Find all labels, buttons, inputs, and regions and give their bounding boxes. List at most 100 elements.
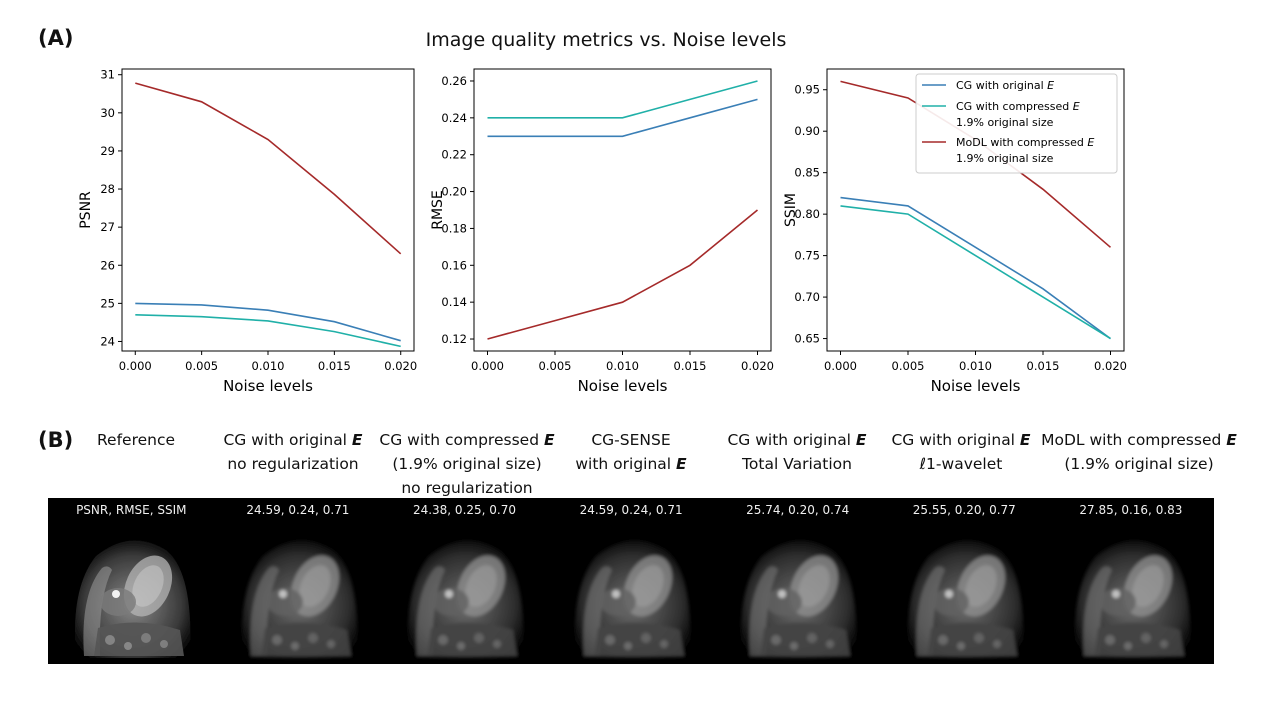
metric-readout: 24.59, 0.24, 0.71 [246,503,350,517]
legend-label-3: MoDL with compressed E [956,136,1094,149]
series-line-3 [487,209,759,340]
mri-image [574,540,691,658]
panel-b-label: (B) [38,428,74,452]
matrix-symbol: E [543,431,555,449]
y-tick-label: 31 [100,68,115,82]
x-axis-label: Noise levels [931,377,1021,395]
column-heading-line: CG with original E [891,431,1031,449]
column-heading-line: no regularization [401,479,533,497]
y-tick-label: 0.22 [441,148,467,162]
series-line-1 [487,98,758,138]
column-heading-line: CG-SENSE [591,431,671,449]
column-heading-7: MoDL with compressed E (1.9% original siz… [1029,428,1249,476]
series-line-2 [135,314,401,348]
legend-label-2: CG with compressed E [956,100,1080,113]
x-tick-label: 0.010 [959,359,992,373]
y-tick-label: 24 [100,334,115,348]
column-heading-line: CG with original E [223,431,363,449]
x-axis-label: Noise levels [578,377,668,395]
mri-image [1074,540,1191,658]
column-heading-line: CG with compressed E [379,431,555,449]
x-tick-label: 0.000 [119,359,152,373]
matrix-symbol: E [855,431,867,449]
legend-sublabel-3: 1.9% original size [956,152,1054,165]
y-tick-label: 26 [100,258,115,272]
mri-tile-5: 25.74, 0.20, 0.74 [714,498,881,664]
x-tick-label: 0.020 [384,359,417,373]
x-tick-label: 0.020 [1094,359,1127,373]
mri-tile-3: 24.38, 0.25, 0.70 [381,498,548,664]
column-heading-1: Reference [26,428,246,452]
mri-image [408,540,524,658]
y-tick-label: 0.12 [441,332,467,346]
y-axis-label: RMSE [430,190,446,230]
series-line-1 [840,196,1111,340]
legend-sublabel-2: 1.9% original size [956,116,1054,129]
column-heading-line: CG with original E [727,431,867,449]
y-tick-label: 0.14 [441,295,467,309]
mri-image [241,540,358,658]
mri-tile-2: 24.59, 0.24, 0.71 [215,498,382,664]
x-tick-label: 0.015 [1027,359,1060,373]
matrix-symbol: E [676,455,687,473]
matrix-symbol: E [351,431,363,449]
y-tick-label: 0.95 [794,83,820,97]
column-heading-4: CG-SENSE with original E [521,428,741,476]
column-heading-line: (1.9% original size) [392,455,542,473]
mri-image [907,540,1024,658]
column-heading-line: ℓ1-wavelet [919,455,1003,473]
x-axis-label: Noise levels [223,377,313,395]
column-heading-line: Total Variation [742,455,852,473]
y-tick-label: 0.24 [441,111,467,125]
metric-readout: PSNR, RMSE, SSIM [76,503,187,517]
matrix-symbol: E [1226,431,1237,449]
mri-image [74,540,191,658]
y-axis-label: SSIM [783,193,799,227]
y-tick-label: 0.75 [794,249,820,263]
column-heading-3: CG with compressed E (1.9% original size)… [357,428,577,500]
panel-a-label: (A) [38,26,74,50]
x-tick-label: 0.000 [471,359,504,373]
mri-image-strip: PSNR, RMSE, SSIM 24.59, 0.24, 0.71 24.38, … [48,498,1214,664]
y-tick-label: 25 [100,296,115,310]
metric-readout: 25.55, 0.20, 0.77 [912,503,1016,517]
x-tick-label: 0.020 [741,359,774,373]
mri-tile-4: 24.59, 0.24, 0.71 [548,498,715,664]
plot-frame [473,68,772,352]
metric-readout: 25.74, 0.20, 0.74 [746,503,850,517]
legend-box [915,73,1118,174]
mri-tile-7: 27.85, 0.16, 0.83 [1048,498,1215,664]
x-tick-label: 0.015 [318,359,351,373]
mri-tile-6: 25.55, 0.20, 0.77 [881,498,1048,664]
column-heading-line: Reference [96,431,176,449]
column-heading-line: with original E [575,455,687,473]
column-heading-2: CG with original E no regularization [183,428,403,476]
y-tick-label: 0.70 [794,290,820,304]
chart-rmse: 0.000 0.005 0.010 0.015 0.020 0.12 0.14 0.16 0.1… [430,68,774,395]
column-heading-5: CG with original E Total Variation [687,428,907,476]
column-heading-line: MoDL with compressed E [1041,431,1237,449]
chart-legend: CG with original E CG with compressed E 1.… [915,73,1118,174]
y-tick-label: 28 [100,182,115,196]
column-heading-6: CG with original E ℓ1-wavelet [851,428,1071,476]
x-tick-label: 0.010 [252,359,285,373]
figure-title: Image quality metrics vs. Noise levels [425,29,787,51]
y-tick-label: 0.90 [794,124,820,138]
y-tick-label: 29 [100,144,115,158]
x-tick-label: 0.015 [674,359,707,373]
line-charts: 0.000 0.005 0.010 0.015 0.020 24 25 26 27 28 29 30 3… [78,68,1127,395]
y-tick-label: 0.26 [441,74,467,88]
series-line-3 [135,82,402,255]
y-tick-label: 27 [100,220,115,234]
y-tick-label: 0.18 [441,221,467,235]
series-line-2 [840,205,1111,340]
legend-label-1: CG with original E [956,79,1054,92]
column-heading-line: no regularization [227,455,359,473]
x-tick-label: 0.005 [185,359,218,373]
x-tick-label: 0.005 [539,359,572,373]
metric-readout: 24.38, 0.25, 0.70 [412,503,517,517]
metric-readout: 27.85, 0.16, 0.83 [1079,503,1183,517]
x-tick-label: 0.010 [606,359,639,373]
plot-frame [121,68,415,352]
y-axis-label: PSNR [78,191,94,229]
